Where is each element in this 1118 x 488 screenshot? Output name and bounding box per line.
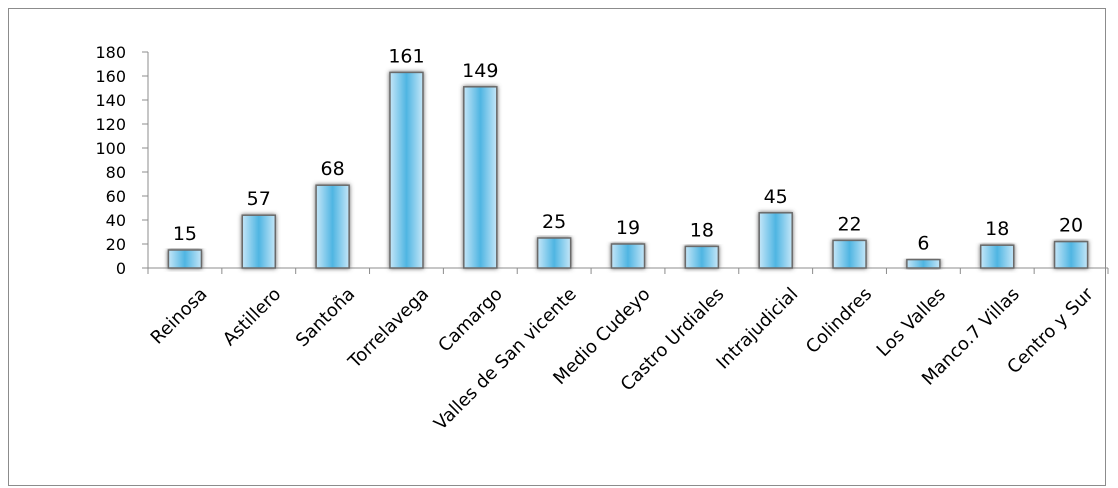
labels: 15Reinosa57Astillero68Santoña161Torrelav…	[147, 45, 1098, 434]
bar	[1053, 240, 1089, 269]
bars	[167, 71, 1089, 269]
bar	[832, 239, 867, 269]
bar	[979, 244, 1015, 269]
y-tick-label: 0	[116, 259, 126, 278]
data-label: 19	[616, 217, 640, 239]
axes: 0 20 40 60 80 100 120 140 160 180	[95, 43, 1109, 278]
data-label: 15	[173, 223, 197, 245]
data-label: 68	[321, 158, 345, 180]
y-tick-label: 160	[95, 67, 126, 86]
data-label: 149	[462, 60, 498, 82]
bar	[758, 212, 793, 269]
data-label: 18	[690, 219, 714, 241]
bar	[315, 184, 350, 269]
y-tick-label: 120	[95, 115, 126, 134]
x-tick-label: Colindres	[802, 284, 876, 358]
data-label: 22	[837, 213, 861, 235]
bar	[389, 71, 424, 269]
bar	[610, 243, 646, 269]
data-label: 18	[985, 218, 1009, 240]
y-tick-label: 40	[106, 211, 126, 230]
x-tick-label: Valles de San vicente	[430, 284, 581, 435]
y-tick-label: 100	[95, 139, 126, 158]
x-tick-label: Camargo	[434, 284, 507, 357]
x-tick-label: Astillero	[219, 284, 285, 350]
y-tick-label: 180	[95, 43, 126, 62]
y-tick-label: 20	[106, 235, 126, 254]
data-label: 57	[247, 188, 271, 210]
bar	[167, 249, 203, 269]
data-label: 161	[388, 45, 424, 67]
y-tick-label: 140	[95, 91, 126, 110]
y-tick-label: 80	[106, 163, 126, 182]
x-tick-label: Reinosa	[147, 284, 212, 349]
bar	[906, 258, 941, 269]
x-tick-label: Santoña	[292, 284, 359, 351]
bar	[684, 245, 720, 269]
bar	[463, 86, 498, 269]
x-tick-label: Los Valles	[873, 284, 950, 361]
data-label: 45	[764, 186, 788, 208]
data-label: 20	[1059, 215, 1083, 237]
data-label: 25	[542, 211, 566, 233]
data-label: 6	[917, 233, 929, 255]
bar	[536, 237, 572, 269]
y-tick-label: 60	[106, 187, 126, 206]
bar	[241, 214, 277, 269]
